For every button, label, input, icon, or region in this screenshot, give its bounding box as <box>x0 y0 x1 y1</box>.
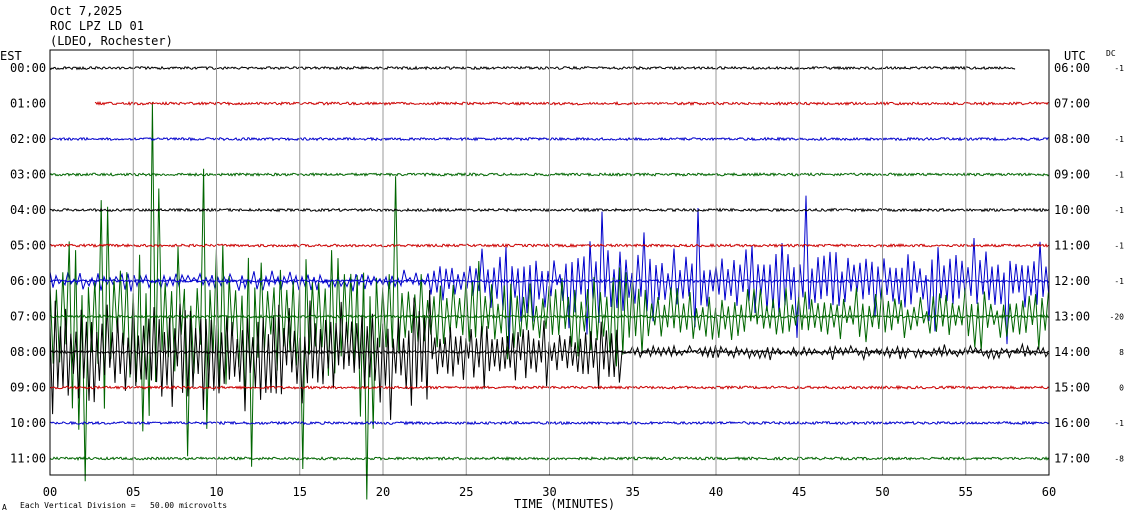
x-tick-label: 35 <box>626 485 640 499</box>
trace-baseline <box>49 65 1016 71</box>
x-tick-label: 05 <box>126 485 140 499</box>
x-tick-label: 25 <box>459 485 473 499</box>
est-hour-label: 11:00 <box>10 452 46 466</box>
est-hour-label: 05:00 <box>10 239 46 253</box>
utc-hour-label: 17:00 <box>1054 452 1090 466</box>
scale-note: Each Vertical Division = 50.00 microvolt… <box>20 501 227 510</box>
dc-offset-label: -1 <box>1114 419 1124 428</box>
utc-hour-label: 11:00 <box>1054 239 1090 253</box>
est-hour-label: 01:00 <box>10 97 46 111</box>
utc-hour-label: 06:00 <box>1054 61 1090 75</box>
est-hour-label: 10:00 <box>10 416 46 430</box>
utc-hour-label: 13:00 <box>1054 310 1090 324</box>
utc-hour-label: 08:00 <box>1054 132 1090 146</box>
est-hour-label: 04:00 <box>10 203 46 217</box>
x-tick-label: 15 <box>293 485 307 499</box>
header-date: Oct 7,2025 <box>50 4 122 18</box>
dc-offset-label: -1 <box>1114 277 1124 286</box>
utc-hour-label: 15:00 <box>1054 381 1090 395</box>
x-axis-title: TIME (MINUTES) <box>514 497 615 511</box>
x-tick-label: 60 <box>1042 485 1056 499</box>
x-tick-label: 40 <box>709 485 723 499</box>
est-hour-label: 06:00 <box>10 274 46 288</box>
x-tick-label: 00 <box>43 485 57 499</box>
dc-offset-label: -1 <box>1114 171 1124 180</box>
x-tick-label: 30 <box>542 485 556 499</box>
utc-axis-title: UTC <box>1064 49 1086 63</box>
utc-hour-label: 09:00 <box>1054 168 1090 182</box>
dc-offset-label: -8 <box>1114 455 1124 464</box>
utc-hour-label: 16:00 <box>1054 416 1090 430</box>
dc-offset-label: -1 <box>1114 64 1124 73</box>
header-location: (LDEO, Rochester) <box>50 34 173 48</box>
est-hour-label: 03:00 <box>10 168 46 182</box>
dc-offset-label: -1 <box>1114 242 1124 251</box>
est-hour-label: 07:00 <box>10 310 46 324</box>
dc-offset-label: -1 <box>1114 135 1124 144</box>
x-tick-label: 50 <box>875 485 889 499</box>
x-tick-label: 20 <box>376 485 390 499</box>
est-hour-label: 08:00 <box>10 345 46 359</box>
trace-baseline <box>94 100 1050 106</box>
header-station: ROC LPZ LD 01 <box>50 19 144 33</box>
dc-offset-label: 8 <box>1119 348 1124 357</box>
plot-frame <box>49 49 1050 476</box>
x-tick-label: 10 <box>209 485 223 499</box>
dc-offset-label: -1 <box>1114 206 1124 215</box>
utc-hour-label: 10:00 <box>1054 203 1090 217</box>
dc-axis-title: DC <box>1106 49 1116 58</box>
est-axis-title: EST <box>0 49 22 63</box>
x-tick-label: 55 <box>959 485 973 499</box>
est-hour-label: 00:00 <box>10 61 46 75</box>
utc-hour-label: 12:00 <box>1054 274 1090 288</box>
est-hour-label: 09:00 <box>10 381 46 395</box>
utc-hour-label: 07:00 <box>1054 97 1090 111</box>
utc-hour-label: 14:00 <box>1054 345 1090 359</box>
corner-mark: A <box>2 503 7 512</box>
est-hour-label: 02:00 <box>10 132 46 146</box>
x-tick-label: 45 <box>792 485 806 499</box>
dc-offset-label: -20 <box>1110 313 1125 322</box>
dc-offset-label: 0 <box>1119 384 1124 393</box>
